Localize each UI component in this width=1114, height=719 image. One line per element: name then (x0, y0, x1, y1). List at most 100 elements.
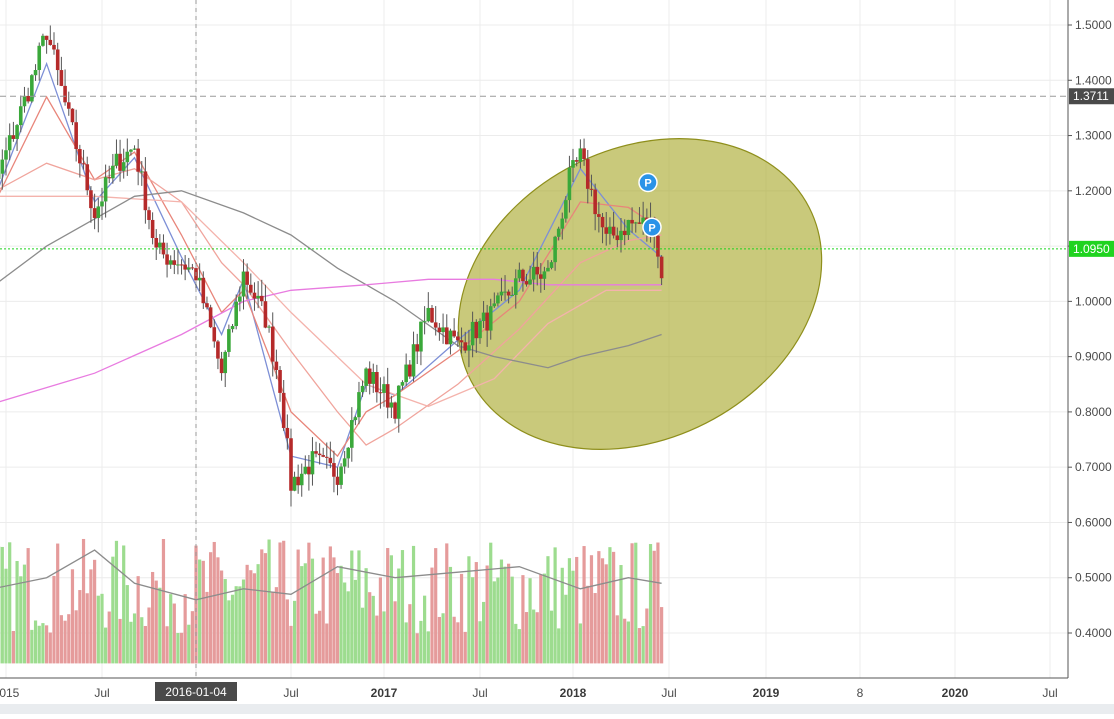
volume-bar (401, 550, 404, 663)
candle-body (314, 451, 318, 454)
candle-body (60, 70, 64, 86)
price-axis[interactable]: 1.50001.40001.30001.20001.10001.00000.90… (1068, 0, 1114, 678)
volume-bar (528, 578, 531, 663)
candle-body (151, 220, 155, 238)
ellipse-layer (405, 79, 875, 510)
candle-body (253, 293, 257, 299)
volume-bar (375, 616, 378, 664)
candle-body (493, 303, 497, 306)
volume-bar (486, 565, 489, 663)
candle-body (415, 344, 419, 351)
volume-bar (514, 624, 517, 664)
candle-body (227, 329, 231, 352)
candle-body (136, 149, 140, 172)
volume-bar (60, 615, 63, 663)
candle-body (286, 428, 290, 438)
candle-body (111, 166, 115, 179)
candle-body (449, 331, 453, 345)
candle-body (296, 477, 300, 485)
volume-bar (45, 625, 48, 663)
candle-body (8, 135, 12, 150)
volume-bar (297, 550, 300, 664)
volume-bar (507, 564, 510, 664)
volume-bar (445, 543, 448, 663)
candle-body (438, 328, 442, 332)
candle-body (45, 36, 49, 40)
candle-body (23, 96, 27, 106)
volume-bar (638, 628, 641, 663)
candle-body (393, 403, 397, 419)
volume-bar (140, 617, 143, 663)
candle-body (485, 313, 489, 331)
candle-body (202, 278, 206, 303)
candle-body (467, 345, 471, 350)
volume-bar (642, 626, 645, 663)
volume-bar (382, 611, 385, 663)
candle-body (85, 164, 89, 190)
candle-body (336, 477, 340, 485)
volume-bar (649, 544, 652, 663)
candle-body (41, 36, 45, 46)
candle-body (546, 268, 550, 272)
volume-bar (108, 612, 111, 664)
volume-bar (536, 612, 539, 663)
candle-body (371, 372, 375, 384)
candle-body (660, 257, 664, 279)
candle-body (634, 222, 638, 223)
volume-bar (550, 611, 553, 664)
volume-bar (347, 591, 350, 663)
price-tick-label: 0.8000 (1075, 405, 1112, 419)
volume-bar (427, 631, 430, 663)
volume-bar (339, 566, 342, 664)
volume-bar (184, 594, 187, 663)
candle-body (386, 384, 390, 407)
volume-bar (449, 567, 452, 663)
volume-bar (249, 570, 252, 663)
candle-body (590, 189, 594, 190)
candle-body (256, 296, 260, 299)
candle-body (560, 219, 564, 229)
candle-body (140, 171, 144, 172)
volume-bar (623, 619, 626, 664)
candle-body (126, 152, 130, 162)
volume-bar (56, 544, 59, 664)
price-tick-label: 0.6000 (1075, 515, 1112, 529)
volume-bar (582, 546, 585, 663)
candle-body (489, 306, 493, 330)
candle-body (456, 336, 460, 340)
volume-bar (271, 592, 274, 664)
volume-bar (49, 632, 52, 663)
candle-body (304, 467, 308, 474)
time-axis[interactable]: 2015Jul2016-01-04Jul2017Jul2018Jul201982… (0, 678, 1068, 701)
volume-bar (97, 596, 100, 664)
candle-body (209, 307, 213, 327)
candle-body (557, 229, 561, 237)
candle-body (49, 40, 53, 45)
volume-bar (257, 564, 260, 663)
volume-bar (612, 552, 615, 664)
volume-bar (289, 626, 292, 664)
time-tick-label: Jul (661, 686, 676, 700)
volume-bar (586, 586, 589, 664)
volume-bar (464, 632, 467, 664)
candle-body (147, 210, 151, 220)
volume-bar (191, 611, 194, 663)
volume-bar (100, 594, 103, 664)
candle-body (307, 467, 311, 475)
candle-body (56, 49, 60, 70)
candle-body (339, 467, 343, 485)
volume-bar (357, 550, 360, 663)
candle-body (404, 365, 408, 383)
candle-body (445, 327, 449, 344)
candle-body (350, 420, 354, 448)
candle-body (568, 168, 572, 200)
candle-body (375, 372, 379, 392)
candle-body (518, 270, 522, 279)
volume-bar (286, 599, 289, 663)
candle-body (1, 160, 5, 174)
volume-bar (104, 628, 107, 664)
time-tick-label: 2015 (0, 686, 20, 700)
volume-bar (198, 560, 201, 664)
